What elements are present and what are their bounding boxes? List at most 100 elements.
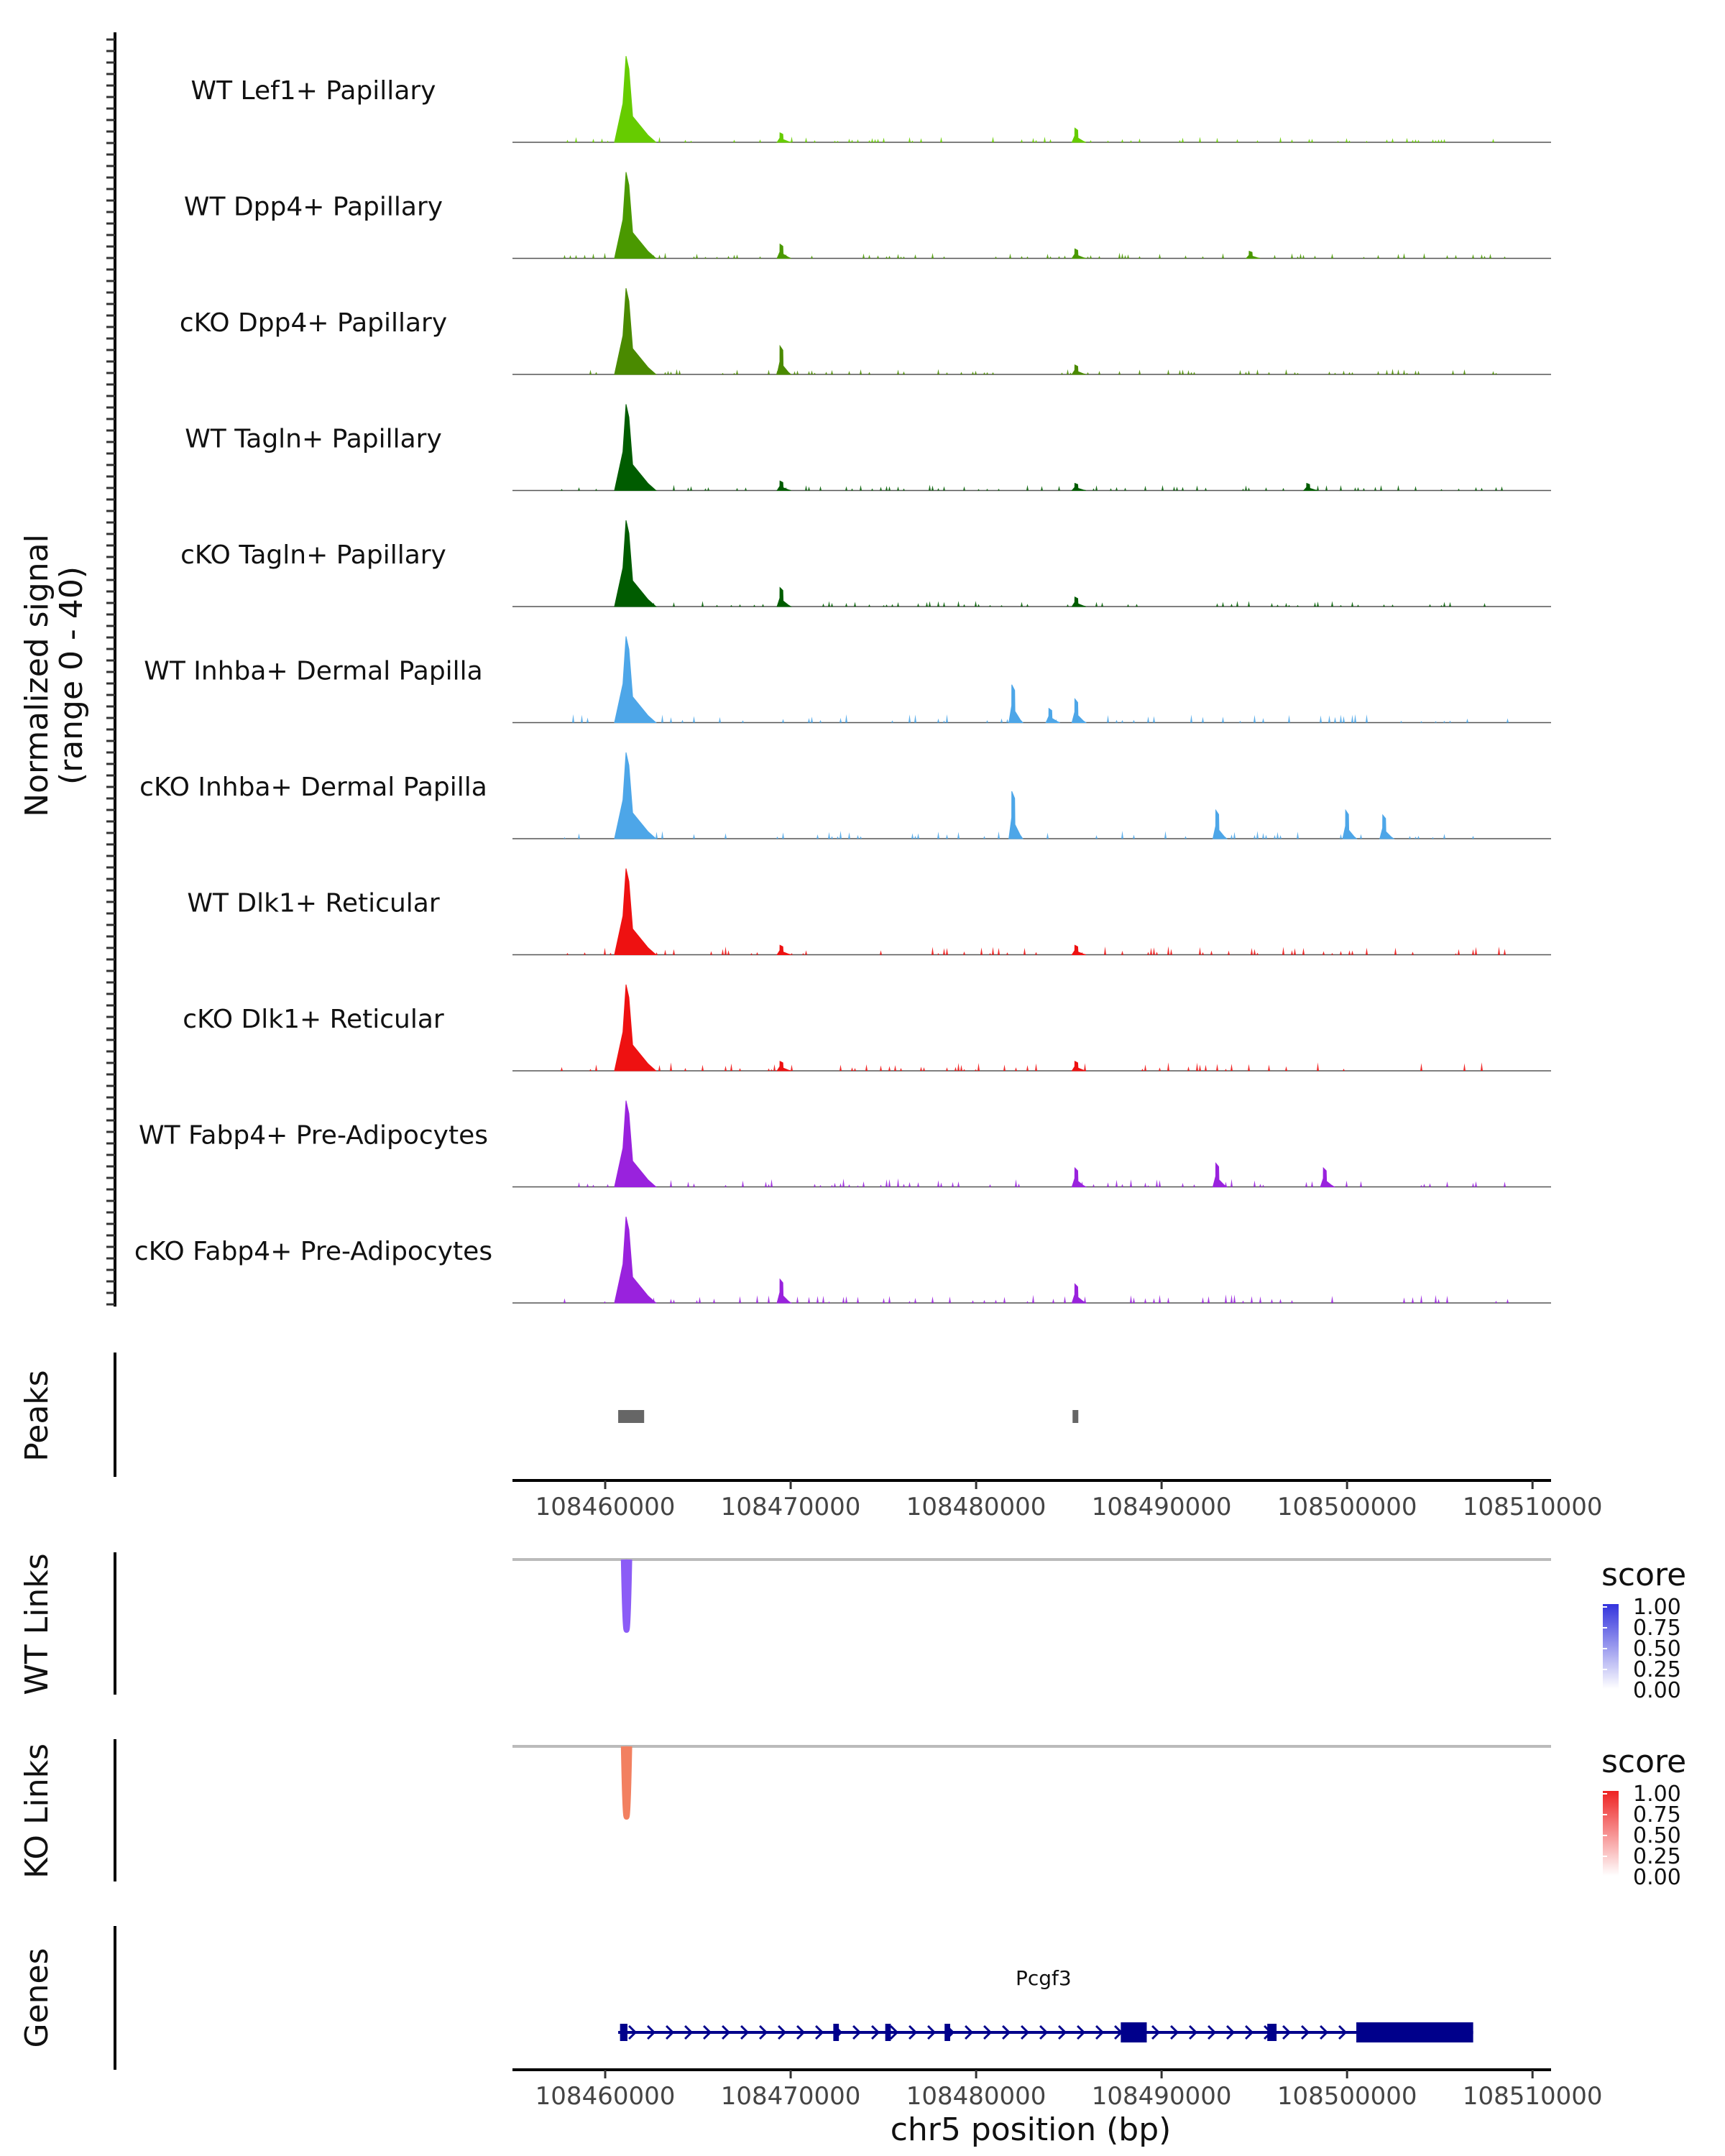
coverage-peak <box>1320 1166 1336 1187</box>
coverage-tracks: WT Lef1+ Papillary WT Dpp4+ Papillary cKO … <box>134 55 1551 1304</box>
x-tick-label: 108460000 <box>535 1493 676 1521</box>
gene-exon <box>620 2024 627 2041</box>
x-tick-label: 108510000 <box>1463 1493 1603 1521</box>
gene-strand-arrow <box>815 2024 824 2040</box>
wt-links-track <box>512 1558 1551 1633</box>
coverage-peak <box>614 1100 657 1187</box>
gene-strand-arrow <box>1338 2024 1348 2040</box>
legend-tick-label: 1.00 <box>1633 1782 1681 1807</box>
legend-tick-label: 0.50 <box>1633 1823 1681 1848</box>
link-arc <box>620 1559 632 1633</box>
peaks-label: Peaks <box>19 1370 55 1461</box>
coverage-noise <box>512 137 1551 142</box>
wt-legend-colorbar <box>1603 1604 1619 1689</box>
coverage-track: WT Tagln+ Papillary <box>185 404 1551 492</box>
coverage-peak <box>1071 248 1086 259</box>
ko-links-label: KO Links <box>19 1743 55 1879</box>
wt-links-label: WT Links <box>19 1553 55 1695</box>
coverage-noise <box>512 252 1551 259</box>
coverage-y-axis-ticks <box>106 38 115 1306</box>
coverage-peak <box>1071 482 1086 491</box>
gene-strand-arrow <box>647 2024 656 2040</box>
gene-strand-arrow <box>1095 2024 1105 2040</box>
gene-exon <box>885 2024 891 2041</box>
x-tick-label: 108480000 <box>906 2082 1046 2111</box>
gene-strand-arrow <box>722 2024 731 2040</box>
x-axis-label: chr5 position (bp) <box>891 2111 1172 2148</box>
legend-tick-label: 0.50 <box>1633 1636 1681 1662</box>
coverage-peak <box>614 287 657 375</box>
gene-strand-arrow <box>703 2024 712 2040</box>
legend-tick-label: 0.00 <box>1633 1678 1681 1703</box>
gene-strand-arrow <box>1320 2024 1329 2040</box>
coverage-peak <box>1071 596 1086 607</box>
gene-strand-arrow <box>965 2024 974 2040</box>
coverage-noise <box>512 714 1551 723</box>
coverage-noise <box>512 1062 1551 1071</box>
legend-tick-label: 0.25 <box>1633 1844 1681 1869</box>
coverage-track: WT Inhba+ Dermal Papilla <box>144 636 1551 724</box>
x-tick-label: 108510000 <box>1463 2082 1603 2111</box>
coverage-peak <box>1071 364 1086 375</box>
peaks-track <box>618 1410 1079 1423</box>
gene-strand-arrow <box>666 2024 675 2040</box>
track-label: cKO Tagln+ Papillary <box>180 540 446 570</box>
coverage-peak <box>1071 944 1086 955</box>
coverage-peak <box>1071 127 1086 143</box>
track-label: cKO Dlk1+ Reticular <box>183 1005 444 1034</box>
gene-strand-arrow <box>1002 2024 1011 2040</box>
coverage-peak <box>776 586 793 607</box>
track-label: WT Fabp4+ Pre-Adipocytes <box>139 1121 488 1151</box>
gene-name: Pcgf3 <box>1016 1966 1072 1990</box>
gene-strand-arrow <box>759 2024 768 2040</box>
coverage-track: WT Fabp4+ Pre-Adipocytes <box>139 1100 1551 1188</box>
coverage-peak <box>614 752 657 839</box>
coverage-peak <box>1212 1162 1228 1187</box>
genes-label: Genes <box>19 1948 55 2047</box>
coverage-peak <box>614 984 657 1072</box>
coverage-track: cKO Tagln+ Papillary <box>180 520 1551 607</box>
peak-region <box>618 1410 645 1423</box>
coverage-peak <box>1008 684 1024 723</box>
legend-tick-label: 0.75 <box>1633 1616 1681 1641</box>
x-tick-label: 108490000 <box>1092 1493 1232 1521</box>
track-label: WT Inhba+ Dermal Papilla <box>144 657 482 686</box>
gene-strand-arrow <box>1189 2024 1198 2040</box>
gene-strand-arrow <box>628 2024 638 2040</box>
gene-strand-arrow <box>1039 2024 1049 2040</box>
ko-legend-colorbar <box>1603 1791 1619 1876</box>
x-tick-label: 108490000 <box>1092 2082 1232 2111</box>
track-label: WT Dlk1+ Reticular <box>187 889 439 918</box>
gene-exon <box>944 2024 950 2041</box>
coverage-peak <box>1045 707 1060 723</box>
coverage-peak <box>776 1061 791 1072</box>
ko-score-legend: score 1.000.750.500.250.00 <box>1601 1743 1686 1890</box>
coverage-peak <box>776 1278 792 1304</box>
x-axis-bottom: 108460000 108470000 108480000 108490000 1085… <box>512 2068 1603 2111</box>
coverage-ylabel-line2: (range 0 - 40) <box>53 566 90 785</box>
coverage-peak <box>1008 791 1024 839</box>
coverage-peak <box>614 636 657 723</box>
gene-strand-arrow <box>908 2024 918 2040</box>
gene-exon <box>1267 2024 1277 2041</box>
coverage-peak <box>1212 808 1228 839</box>
coverage-peak <box>1302 482 1318 491</box>
gene-strand-arrow <box>778 2024 787 2040</box>
coverage-noise <box>512 830 1551 839</box>
x-tick-label: 108470000 <box>721 2082 861 2111</box>
coverage-noise <box>512 369 1551 374</box>
gene-strand-arrow <box>927 2024 937 2040</box>
coverage-peak <box>1245 250 1261 259</box>
legend-tick-label: 0.25 <box>1633 1657 1681 1682</box>
track-label: cKO Inhba+ Dermal Papilla <box>139 773 487 802</box>
coverage-noise <box>512 601 1551 607</box>
gene-strand-arrow <box>1151 2024 1161 2040</box>
coverage-peak <box>614 55 657 143</box>
track-label: WT Tagln+ Papillary <box>185 425 442 454</box>
gene-strand-arrow <box>740 2024 750 2040</box>
legend-tick-label: 0.00 <box>1633 1865 1681 1890</box>
coverage-noise <box>512 1294 1551 1303</box>
gene-track: Pcgf3 <box>618 1966 1473 2042</box>
coverage-peak <box>614 404 657 491</box>
